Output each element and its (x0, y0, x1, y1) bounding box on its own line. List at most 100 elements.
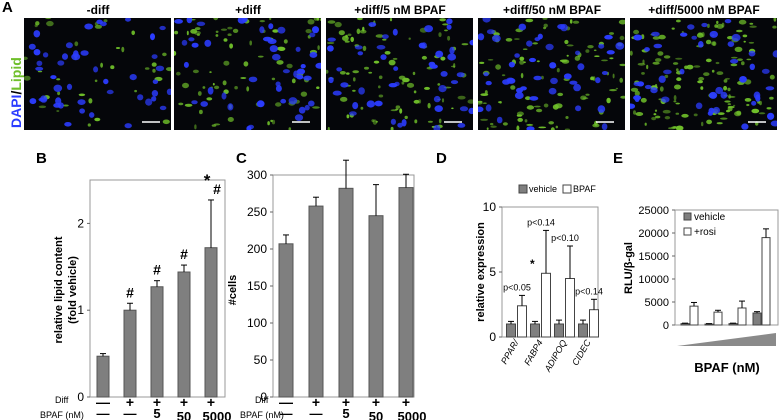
nucleus (340, 82, 349, 88)
panel-e-letter: E (613, 150, 624, 167)
nucleus (196, 21, 206, 26)
nucleus (483, 72, 489, 77)
lipid-droplet (501, 74, 506, 77)
lipid-droplet (619, 35, 625, 41)
nucleus (508, 61, 515, 68)
lipid-droplet (74, 41, 79, 47)
nucleus (663, 69, 672, 75)
nucleus (424, 25, 433, 33)
nucleus (653, 43, 663, 49)
nucleus (159, 105, 167, 111)
nucleus (256, 100, 265, 108)
nucleus (770, 120, 777, 127)
diff-sign: + (342, 394, 350, 410)
lipid-droplet (215, 34, 219, 37)
lipid-droplet (672, 62, 679, 65)
lipid-droplet (166, 67, 171, 72)
lipid-droplet (727, 103, 731, 106)
nucleus (89, 112, 95, 118)
lipid-droplet (701, 121, 704, 127)
lipid-droplet (438, 118, 442, 124)
lipid-droplet (548, 121, 554, 125)
bar (541, 272, 551, 338)
nucleus (275, 85, 282, 92)
bar (368, 215, 384, 398)
lipid-droplet (663, 55, 671, 59)
lipid-droplet (288, 127, 292, 130)
diff-sign: — (279, 394, 293, 410)
nucleus (382, 34, 389, 39)
nucleus (268, 23, 274, 30)
lipid-droplet (721, 22, 725, 28)
legend-swatch-vehicle (518, 184, 528, 194)
lipid-droplet (517, 117, 523, 122)
micrograph-image (630, 18, 777, 130)
diff-sign: — (96, 394, 110, 410)
lipid-droplet (738, 19, 747, 25)
nucleus (288, 97, 298, 105)
bar (589, 309, 599, 338)
lipid-droplet (724, 100, 731, 103)
lipid-droplet (510, 85, 516, 90)
nucleus (496, 116, 503, 124)
lipid-droplet (100, 62, 103, 68)
lipid-droplet (711, 69, 715, 73)
lipid-droplet (307, 19, 315, 25)
lipid-droplet (121, 46, 125, 53)
nucleus (644, 84, 652, 90)
lipid-droplet (673, 95, 677, 101)
nucleus (731, 33, 741, 42)
lipid-droplet (675, 112, 680, 115)
lipid-droplet (378, 94, 384, 98)
micrograph-title: +diff/50 nM BPAF (502, 3, 602, 17)
bar (578, 323, 588, 338)
nucleus (478, 33, 485, 41)
nucleus (368, 22, 377, 27)
lipid-droplet (555, 125, 558, 129)
lipid-droplet (437, 83, 441, 86)
micrograph-title: +diff/5 nM BPAF (354, 3, 446, 17)
nucleus (36, 60, 43, 66)
nucleus (388, 83, 398, 88)
nucleus (447, 53, 457, 61)
lipid-droplet (525, 18, 534, 23)
nucleus (275, 81, 281, 87)
p-value: p<0.14 (575, 286, 603, 296)
lipid-droplet (395, 105, 401, 109)
bar (517, 305, 527, 338)
lipid-droplet (364, 66, 369, 70)
lipid-droplet (286, 63, 293, 69)
p-value: p<0.14 (527, 217, 555, 227)
nucleus (397, 122, 403, 128)
lipid-droplet (675, 125, 684, 130)
nucleus (380, 54, 387, 60)
lipid-droplet (206, 97, 213, 101)
lipid-droplet (564, 39, 569, 45)
nucleus (40, 95, 48, 103)
nucleus (332, 90, 342, 96)
y-tick-label: 5000 (645, 297, 669, 309)
nucleus (100, 21, 107, 27)
nucleus (174, 19, 183, 24)
nucleus (529, 96, 539, 101)
nucleus (563, 73, 572, 80)
nucleus (393, 66, 399, 71)
nucleus (93, 66, 99, 73)
nucleus (575, 105, 582, 112)
nucleus (186, 18, 193, 24)
lipid-droplet (737, 58, 743, 61)
nucleus (630, 103, 636, 109)
lipid-droplet (249, 40, 252, 46)
lipid-droplet (38, 105, 47, 109)
lipid-droplet (723, 79, 728, 83)
panel-c-letter: C (236, 150, 247, 167)
lipid-droplet (223, 38, 228, 42)
y-tick-label: 10 (483, 200, 497, 214)
lipid-droplet (495, 64, 501, 70)
bar (530, 323, 540, 338)
nucleus (435, 50, 444, 58)
lipid-droplet (340, 96, 348, 102)
diff-row-label: Diff (55, 395, 69, 405)
lipid-droplet (276, 60, 284, 65)
lipid-droplet (543, 103, 549, 108)
